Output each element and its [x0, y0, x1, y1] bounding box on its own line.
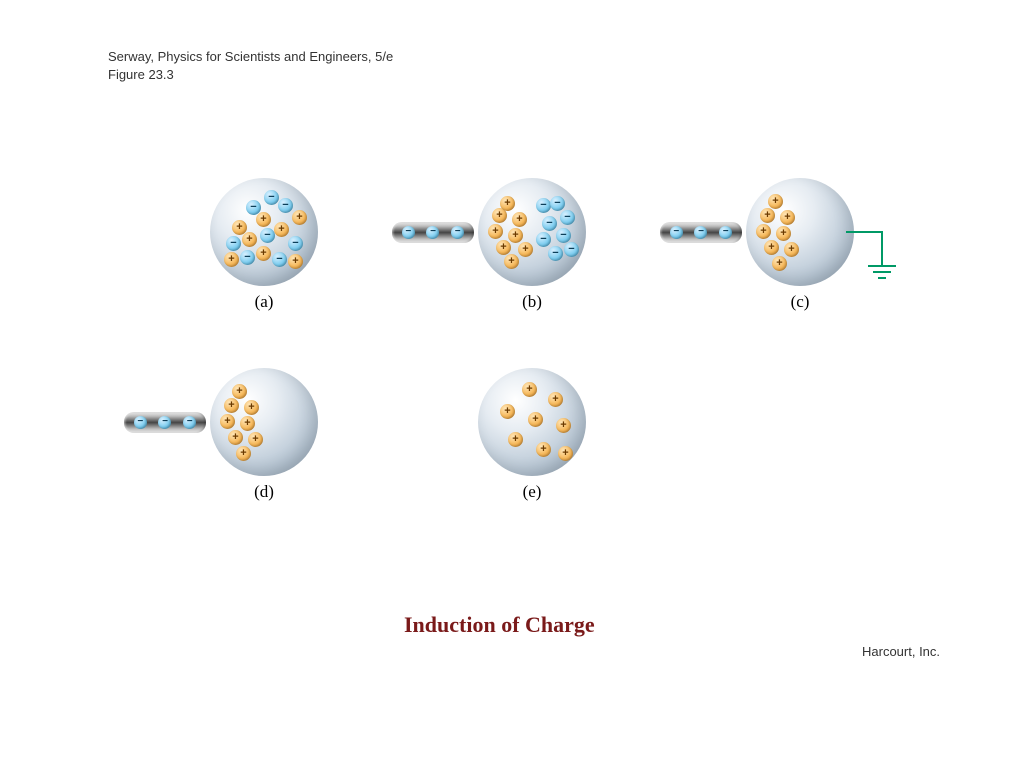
positive-charge-icon: + — [764, 240, 779, 255]
positive-charge-icon: + — [508, 228, 523, 243]
negative-charge-icon: − — [550, 196, 565, 211]
positive-charge-icon: + — [784, 242, 799, 257]
positive-charge-icon: + — [518, 242, 533, 257]
negative-charge-icon: − — [536, 198, 551, 213]
negative-charge-icon: − — [264, 190, 279, 205]
positive-charge-icon: + — [504, 254, 519, 269]
panel-e: + + + + + + + + (e) — [478, 368, 586, 502]
positive-charge-icon: + — [292, 210, 307, 225]
conducting-sphere: +−−+−+−+−+−+−+−+ — [210, 178, 318, 286]
negative-charge-icon: − — [426, 226, 439, 239]
negative-charge-icon: − — [183, 416, 196, 429]
panel-d: ++++++++(d) — [210, 368, 318, 502]
negative-charge-icon: − — [536, 232, 551, 247]
ground-symbol-icon — [844, 230, 914, 300]
publisher-footer: Harcourt, Inc. — [862, 644, 940, 659]
negative-charge-icon: − — [134, 416, 147, 429]
charged-rod: −−− — [392, 222, 474, 243]
positive-charge-icon: + — [528, 412, 543, 427]
figure-title: Induction of Charge — [404, 612, 595, 638]
positive-charge-icon: + — [500, 196, 515, 211]
positive-charge-icon: + — [512, 212, 527, 227]
negative-charge-icon: − — [272, 252, 287, 267]
positive-charge-icon: + — [232, 384, 247, 399]
positive-charge-icon: + — [496, 240, 511, 255]
positive-charge-icon: + — [500, 404, 515, 419]
charged-rod: −−− — [660, 222, 742, 243]
positive-charge-icon: + — [244, 400, 259, 415]
negative-charge-icon: − — [564, 242, 579, 257]
citation-line1: Serway, Physics for Scientists and Engin… — [108, 48, 393, 66]
positive-charge-icon: + — [760, 208, 775, 223]
negative-charge-icon: − — [278, 198, 293, 213]
positive-charge-icon: + — [236, 446, 251, 461]
positive-charge-icon: + — [780, 210, 795, 225]
positive-charge-icon: + — [556, 418, 571, 433]
panel-a: +−−+−+−+−+−+−+−+ (a) — [210, 178, 318, 312]
positive-charge-icon: + — [256, 212, 271, 227]
negative-charge-icon: − — [158, 416, 171, 429]
positive-charge-icon: + — [508, 432, 523, 447]
positive-charge-icon: + — [220, 414, 235, 429]
conducting-sphere: ++++++++ — [210, 368, 318, 476]
conducting-sphere: ++++++++−−−−−−−− — [478, 178, 586, 286]
negative-charge-icon: − — [226, 236, 241, 251]
citation-text: Serway, Physics for Scientists and Engin… — [108, 48, 393, 84]
positive-charge-icon: + — [536, 442, 551, 457]
negative-charge-icon: − — [719, 226, 732, 239]
negative-charge-icon: − — [694, 226, 707, 239]
positive-charge-icon: + — [522, 382, 537, 397]
positive-charge-icon: + — [548, 392, 563, 407]
panel-label-e: (e) — [478, 482, 586, 502]
negative-charge-icon: − — [402, 226, 415, 239]
citation-line2: Figure 23.3 — [108, 66, 393, 84]
panel-c: ++++++++(c) — [746, 178, 854, 312]
negative-charge-icon: − — [451, 226, 464, 239]
negative-charge-icon: − — [560, 210, 575, 225]
panel-label-d: (d) — [210, 482, 318, 502]
positive-charge-icon: + — [772, 256, 787, 271]
positive-charge-icon: + — [768, 194, 783, 209]
panel-b: ++++++++−−−−−−−− (b) — [478, 178, 586, 312]
charged-rod: −−− — [124, 412, 206, 433]
negative-charge-icon: − — [548, 246, 563, 261]
positive-charge-icon: + — [274, 222, 289, 237]
positive-charge-icon: + — [488, 224, 503, 239]
panel-label-b: (b) — [478, 292, 586, 312]
positive-charge-icon: + — [240, 416, 255, 431]
panel-label-a: (a) — [210, 292, 318, 312]
positive-charge-icon: + — [776, 226, 791, 241]
positive-charge-icon: + — [224, 252, 239, 267]
conducting-sphere: + + + + + + + + — [478, 368, 586, 476]
positive-charge-icon: + — [756, 224, 771, 239]
negative-charge-icon: − — [670, 226, 683, 239]
positive-charge-icon: + — [242, 232, 257, 247]
positive-charge-icon: + — [228, 430, 243, 445]
negative-charge-icon: − — [260, 228, 275, 243]
positive-charge-icon: + — [558, 446, 573, 461]
negative-charge-icon: − — [288, 236, 303, 251]
positive-charge-icon: + — [248, 432, 263, 447]
panel-label-c: (c) — [746, 292, 854, 312]
negative-charge-icon: − — [542, 216, 557, 231]
positive-charge-icon: + — [288, 254, 303, 269]
negative-charge-icon: − — [556, 228, 571, 243]
negative-charge-icon: − — [240, 250, 255, 265]
conducting-sphere: ++++++++ — [746, 178, 854, 286]
positive-charge-icon: + — [224, 398, 239, 413]
positive-charge-icon: + — [256, 246, 271, 261]
